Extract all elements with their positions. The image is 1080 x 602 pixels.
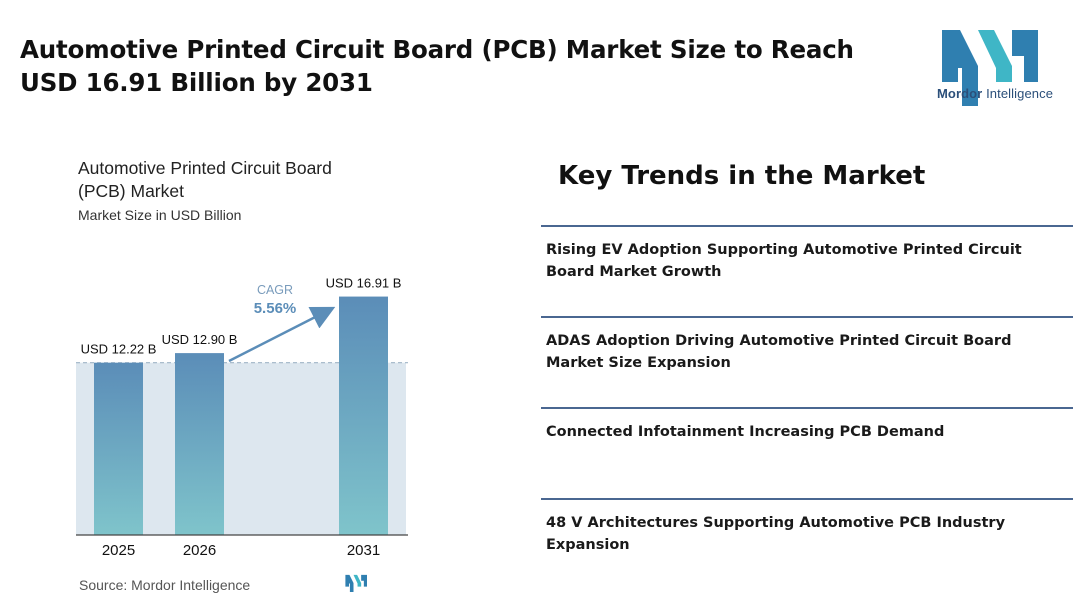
data-label: USD 12.22 B (81, 342, 157, 357)
source-note: Source: Mordor Intelligence (79, 577, 251, 593)
logo-wordmark: Mordor Intelligence (930, 86, 1060, 101)
page-title: Automotive Printed Circuit Board (PCB) M… (20, 35, 854, 97)
cagr-arrow (228, 306, 336, 363)
bar (339, 296, 388, 535)
mordor-intelligence-logo (942, 30, 1038, 106)
cagr-label: CAGR (257, 283, 293, 297)
mini-logo-icon (345, 574, 367, 592)
x-tick-label: 2025 (102, 542, 135, 559)
bar (94, 362, 143, 535)
logo-suffix: Intelligence (986, 86, 1054, 101)
data-label: USD 16.91 B (326, 276, 402, 291)
bar (175, 353, 224, 535)
x-tick-label: 2031 (347, 542, 380, 559)
x-tick-label: 2026 (183, 542, 216, 559)
trend-text: ADAS Adoption Driving Automotive Printed… (546, 333, 1012, 371)
trend-item: Rising EV Adoption Supporting Automotive… (541, 225, 1073, 283)
trend-item: Connected Infotainment Increasing PCB De… (541, 407, 1073, 443)
trend-text: 48 V Architectures Supporting Automotive… (546, 515, 1006, 553)
trend-text: Rising EV Adoption Supporting Automotive… (546, 242, 1022, 280)
data-label: USD 12.90 B (162, 332, 238, 347)
chart-subtitle: Market Size in USD Billion (78, 207, 242, 223)
trend-item: 48 V Architectures Supporting Automotive… (541, 498, 1073, 556)
cagr-value: 5.56% (254, 300, 297, 317)
trend-text: Connected Infotainment Increasing PCB De… (546, 424, 945, 440)
logo-brand: Mordor (936, 86, 983, 101)
chart-title: Automotive Printed Circuit Board (PCB) M… (78, 158, 332, 201)
trends-heading: Key Trends in the Market (558, 161, 926, 191)
bar-chart: USD 12.22 B 2025 USD 12.90 B 2026 USD 16.91 … (76, 276, 408, 559)
trend-item: ADAS Adoption Driving Automotive Printed… (541, 316, 1073, 374)
